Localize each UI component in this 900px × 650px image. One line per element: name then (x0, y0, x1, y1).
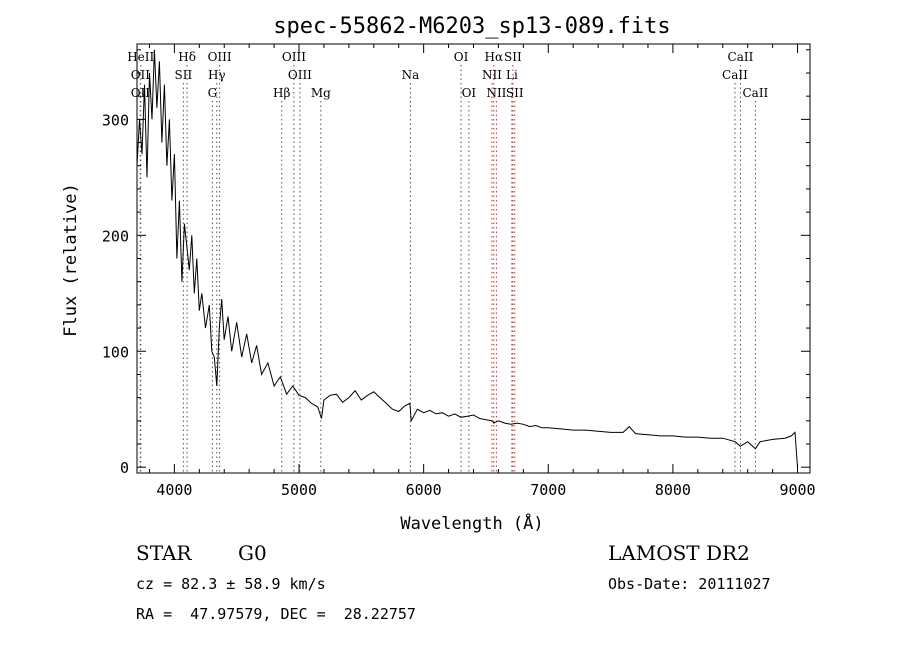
survey-name: LAMOST DR2 (608, 541, 750, 565)
y-axis-label: Flux (relative) (61, 183, 81, 337)
x-tick-label: 8000 (655, 481, 691, 499)
redshift-velocity: cz = 82.3 ± 58.9 km/s (136, 575, 326, 593)
line-marker-label: OIII (288, 68, 312, 82)
object-class: STAR (136, 541, 192, 565)
plot-frame (136, 43, 811, 474)
y-tick-label: 200 (102, 227, 129, 245)
line-marker-label: Na (402, 68, 420, 82)
line-marker-label: Hδ (178, 50, 196, 64)
line-marker-label: OII (131, 86, 151, 100)
line-marker-label: Hβ (273, 86, 290, 100)
spectrum-series (136, 49, 798, 468)
line-marker-label: SII (506, 86, 524, 100)
line-marker-label: OIII (282, 50, 306, 64)
line-marker-label: OI (462, 86, 477, 100)
line-marker-label: OII (131, 68, 151, 82)
x-axis-label: Wavelength (Å) (400, 512, 543, 534)
observation-date: Obs-Date: 20111027 (608, 575, 771, 593)
line-marker-label: Hγ (208, 68, 226, 82)
line-marker-label: CaII (742, 86, 768, 100)
line-marker-label: SII (504, 50, 522, 64)
x-tick-label: 4000 (156, 481, 192, 499)
object-subclass: G0 (238, 541, 267, 565)
y-tick-label: 300 (102, 111, 129, 129)
line-marker-label: NII (486, 86, 506, 100)
x-tick-label: 9000 (779, 481, 815, 499)
line-marker-label: HeII (127, 50, 154, 64)
chart-title: spec-55862-M6203_sp13-089.fits (273, 14, 670, 39)
line-markers: HeII OII OII Hδ SII OIII Hγ G OIII OIII Hβ Mg Na OI OI… (127, 50, 769, 473)
line-marker-label: SII (175, 68, 193, 82)
axis-ticks: 4000 5000 6000 7000 8000 9000 0 100 200 300 (102, 44, 816, 499)
line-marker-label: NII (482, 68, 502, 82)
line-marker-label: CaII (728, 50, 754, 64)
x-tick-label: 5000 (281, 481, 317, 499)
x-tick-label: 7000 (530, 481, 566, 499)
line-marker-label: Hα (485, 50, 504, 64)
line-marker-label: G (208, 86, 218, 100)
y-tick-label: 0 (120, 459, 129, 477)
y-tick-label: 100 (102, 343, 129, 361)
coordinates: RA = 47.97579, DEC = 28.22757 (136, 605, 416, 623)
line-marker-label: CaII (722, 68, 748, 82)
spectrum-line (136, 49, 798, 468)
line-marker-label: OI (454, 50, 469, 64)
line-marker-label: Mg (311, 86, 331, 100)
x-tick-label: 6000 (406, 481, 442, 499)
line-marker-label: Li (506, 68, 518, 82)
line-marker-label: OIII (208, 50, 232, 64)
